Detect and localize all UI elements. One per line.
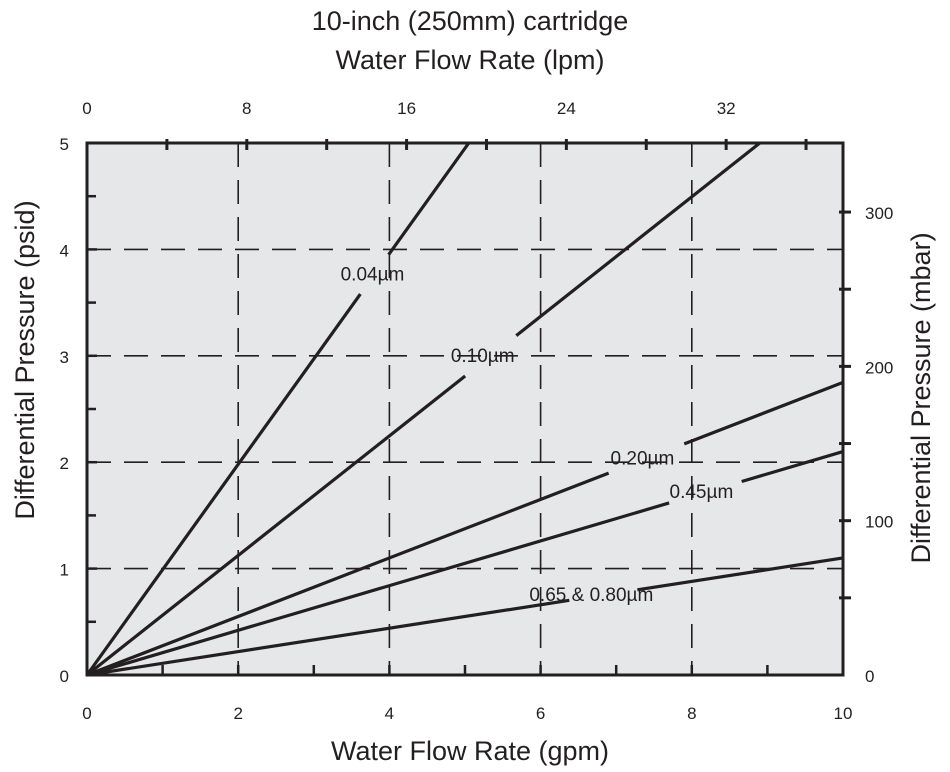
tick-label-x2: 8 [242,99,251,118]
series-label: 0.65 & 0.80µm [529,585,653,606]
tick-label-y: 2 [60,454,69,473]
series-line [683,380,844,446]
series-line [85,293,362,676]
series-line [86,598,570,677]
grid [87,143,843,675]
tick-label-y2: 0 [865,667,874,686]
series-label: 0.20µm [611,448,675,469]
tick-label-x: 6 [536,704,545,723]
right-axis-label: Differential Pressure (mbar) [906,232,936,563]
bottom-axis-label: Water Flow Rate (gpm) [331,736,609,766]
tick-label-y2: 100 [865,513,893,532]
chart-title: 10-inch (250mm) cartridge [312,6,629,36]
tick-label-y: 0 [60,667,69,686]
tick-label-y: 5 [60,135,69,154]
series-line [515,141,761,337]
series-line [86,471,610,677]
series-labels: 0.04µm 0.10µm 0.20µm 0.45µm 0.65 & 0.80µm [341,264,734,606]
tick-label-x: 4 [385,704,394,723]
tick-label-x: 8 [687,704,696,723]
tick-label-x: 0 [82,704,91,723]
series-label: 0.10µm [451,346,515,367]
tick-label-y: 3 [60,348,69,367]
tick-label-x: 10 [834,704,853,723]
left-axis-label: Differential Pressure (psid) [10,200,40,519]
series-label: 0.04µm [341,264,405,285]
tick-label-x: 2 [233,704,242,723]
series-line [387,142,471,256]
tick-label-y: 4 [60,241,69,260]
tick-label-x2: 32 [717,99,736,118]
tick-label-y: 1 [60,561,69,580]
tick-label-x2: 16 [397,99,416,118]
series-line [741,450,844,484]
tick-label-y2: 300 [865,204,893,223]
tick-marks [85,139,851,677]
series-line [86,374,467,677]
top-axis-label: Water Flow Rate (lpm) [335,45,604,75]
series-lines [85,141,844,677]
tick-label-x2: 0 [82,99,91,118]
tick-label-y2: 200 [865,358,893,377]
tick-label-x2: 24 [557,99,576,118]
series-line [637,556,844,592]
series-label: 0.45µm [670,482,734,503]
series-line [86,501,670,677]
plot-background [87,143,843,675]
